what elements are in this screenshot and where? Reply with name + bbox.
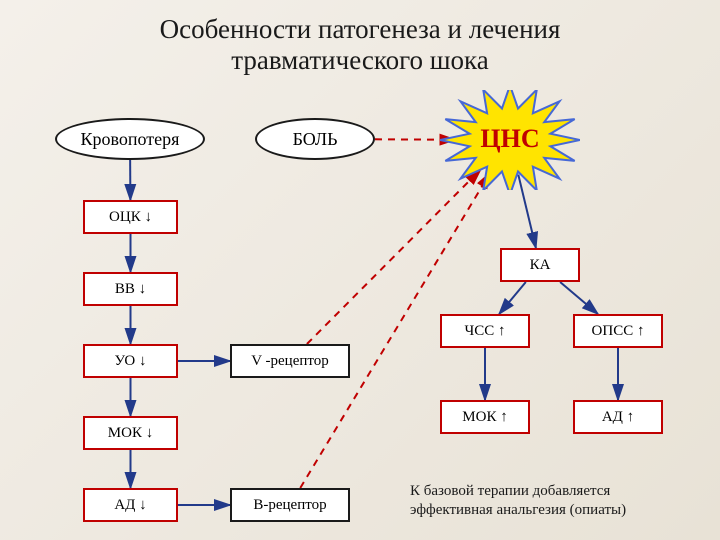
caption-text: К базовой терапии добавляется эффективна… [410,482,626,520]
node-b_receptor: B-рецептор [230,488,350,522]
node-ad_up: АД ↑ [573,400,663,434]
node-ad_down: АД ↓ [83,488,178,522]
node-bol: БОЛЬ [255,118,375,160]
node-cns: ЦНС [440,90,580,190]
node-vv: ВВ ↓ [83,272,178,306]
node-krovopoterya: Кровопотеря [55,118,205,160]
node-chss: ЧСС ↑ [440,314,530,348]
node-ka: КА [500,248,580,282]
node-ock: ОЦК ↓ [83,200,178,234]
node-v_receptor: V -рецептор [230,344,350,378]
diagram-canvas: Кровопотеря БОЛЬ ЦНС ОЦК ↓ ВВ ↓ УО ↓ МОК ↓ АД ↓… [0,0,720,540]
node-uo: УО ↓ [83,344,178,378]
caption-line2: эффективная анальгезия (опиаты) [410,502,626,518]
node-opss: ОПСС ↑ [573,314,663,348]
node-mok_down: МОК ↓ [83,416,178,450]
caption-line1: К базовой терапии добавляется [410,483,610,499]
node-mok_up: МОК ↑ [440,400,530,434]
